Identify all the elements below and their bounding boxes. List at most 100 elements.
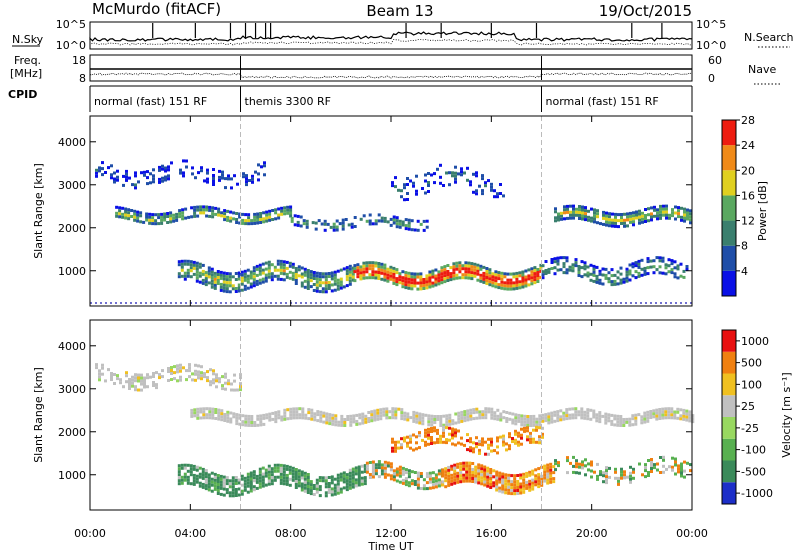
echo-cell <box>231 479 235 483</box>
echo-cell <box>622 280 626 284</box>
echo-cell <box>170 161 173 165</box>
echo-cell <box>476 263 480 267</box>
echo-cell <box>424 413 428 417</box>
echo-cell <box>146 373 149 377</box>
echo-cell <box>447 480 451 484</box>
echo-cell <box>511 412 515 416</box>
echo-cell <box>221 384 224 388</box>
echo-cell <box>584 209 587 213</box>
xtick-label: 12:00 <box>375 527 407 540</box>
echo-cell <box>354 481 358 485</box>
echo-cell <box>161 369 164 373</box>
echo-cell <box>195 480 199 484</box>
echo-cell <box>345 476 349 480</box>
echo-cell <box>257 163 260 167</box>
echo-cell <box>565 259 569 263</box>
echo-cell <box>183 463 187 467</box>
echo-cell <box>539 266 543 270</box>
echo-cell <box>250 415 254 418</box>
echo-cell <box>212 174 215 177</box>
echo-cell <box>330 271 334 275</box>
echo-cell <box>394 176 397 180</box>
echo-cell <box>148 215 152 219</box>
echo-cell <box>538 438 541 442</box>
echo-cell <box>439 421 443 424</box>
echo-cell <box>158 376 161 380</box>
echo-cell <box>689 212 692 216</box>
echo-cell <box>394 413 398 417</box>
echo-cell <box>309 276 313 280</box>
echo-cell <box>224 375 227 379</box>
echo-cell <box>589 263 593 267</box>
echo-cell <box>199 407 203 411</box>
echo-cell <box>673 416 677 420</box>
echo-cell <box>483 471 487 475</box>
echo-cell <box>101 366 104 370</box>
echo-cell <box>406 418 410 422</box>
echo-cell <box>291 469 295 473</box>
echo-cell <box>314 221 318 225</box>
echo-cell <box>440 278 444 282</box>
echo-cell <box>446 276 450 279</box>
echo-cell <box>271 209 275 212</box>
echo-cell <box>249 477 253 481</box>
echo-cell <box>358 416 362 420</box>
echo-cell <box>183 466 187 470</box>
echo-cell <box>450 467 454 471</box>
echo-cell <box>430 439 433 442</box>
echo-cell <box>167 168 170 172</box>
echo-cell <box>251 180 254 184</box>
echo-cell <box>157 222 161 226</box>
echo-cell <box>189 473 193 477</box>
echo-cell <box>243 272 247 276</box>
echo-cell <box>282 467 286 471</box>
echo-cell <box>584 464 587 468</box>
echo-cell <box>392 215 396 219</box>
echo-cell <box>155 386 158 390</box>
echo-cell <box>575 465 578 469</box>
echo-cell <box>241 414 245 418</box>
echo-cell <box>638 221 641 225</box>
echo-cell <box>268 209 272 213</box>
echo-cell <box>295 416 299 420</box>
echo-cell <box>139 211 143 215</box>
echo-cell <box>428 270 432 274</box>
echo-cell <box>638 209 641 213</box>
echo-cell <box>517 440 520 444</box>
echo-cell <box>197 373 200 377</box>
echo-cell <box>552 471 556 475</box>
echo-cell <box>422 284 426 287</box>
echo-cell <box>575 213 578 217</box>
echo-cell <box>549 468 553 472</box>
echo-cell <box>323 222 327 226</box>
echo-cell <box>617 482 620 486</box>
echo-cell <box>360 476 364 480</box>
echo-cell <box>356 263 360 267</box>
echo-cell <box>164 175 167 179</box>
echo-cell <box>133 212 137 216</box>
echo-cell <box>649 265 653 269</box>
echo-cell <box>212 378 215 382</box>
echo-cell <box>539 275 543 279</box>
echo-cell <box>404 283 408 287</box>
echo-cell <box>216 489 220 492</box>
echo-cell <box>305 219 309 223</box>
echo-cell <box>247 213 251 217</box>
echo-cell <box>407 218 411 222</box>
echo-cell <box>327 281 331 284</box>
echo-cell <box>520 433 523 437</box>
echo-cell <box>643 272 647 276</box>
echo-cell <box>294 486 298 489</box>
echo-cell <box>177 263 181 267</box>
echo-cell <box>470 265 474 269</box>
echo-cell <box>289 205 293 209</box>
echo-cell <box>101 173 104 177</box>
echo-cell <box>330 283 334 287</box>
echo-cell <box>470 271 474 275</box>
echo-cell <box>231 491 235 495</box>
echo-cell <box>641 217 644 221</box>
echo-cell <box>267 464 271 468</box>
echo-cell <box>571 416 575 420</box>
echo-cell <box>204 481 208 485</box>
echo-cell <box>587 462 590 466</box>
